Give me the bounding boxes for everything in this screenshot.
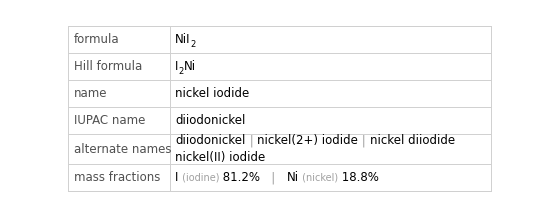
Text: mass fractions: mass fractions: [74, 171, 160, 184]
Text: formula: formula: [74, 33, 120, 46]
Text: nickel iodide: nickel iodide: [175, 87, 250, 100]
Text: diiodonickel: diiodonickel: [175, 134, 246, 147]
Text: nickel(II) iodide: nickel(II) iodide: [175, 151, 265, 164]
Text: |: |: [358, 134, 370, 147]
Text: nickel(2+) iodide: nickel(2+) iodide: [257, 134, 358, 147]
Text: Hill formula: Hill formula: [74, 60, 142, 73]
Text: diiodonickel: diiodonickel: [175, 114, 246, 127]
Text: IUPAC name: IUPAC name: [74, 114, 145, 127]
Text: 81.2%: 81.2%: [219, 171, 260, 184]
Text: (iodine): (iodine): [179, 173, 219, 183]
Text: (nickel): (nickel): [299, 173, 338, 183]
Text: I: I: [175, 60, 179, 73]
Text: Ni: Ni: [184, 60, 196, 73]
Text: |: |: [260, 171, 287, 184]
Text: |: |: [246, 134, 257, 147]
Text: alternate names: alternate names: [74, 143, 171, 156]
Text: 2: 2: [191, 40, 196, 49]
Text: Ni: Ni: [287, 171, 299, 184]
Text: 2: 2: [179, 67, 184, 76]
Text: 18.8%: 18.8%: [338, 171, 379, 184]
Text: NiI: NiI: [175, 33, 191, 46]
Text: name: name: [74, 87, 107, 100]
Text: I: I: [175, 171, 179, 184]
Text: nickel diiodide: nickel diiodide: [370, 134, 455, 147]
